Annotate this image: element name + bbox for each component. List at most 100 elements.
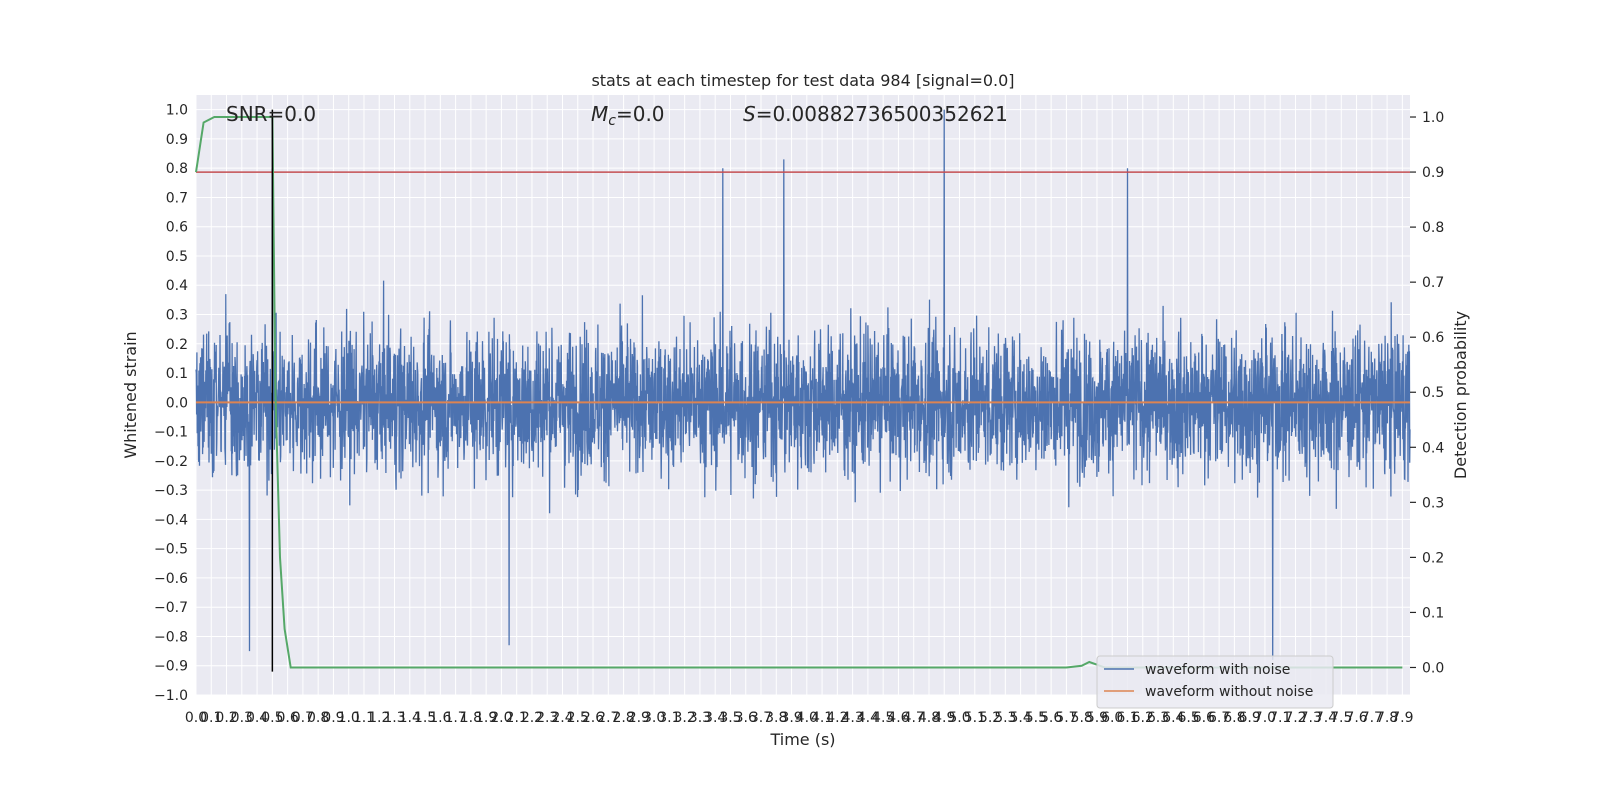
y-tick-label-2: −0.8 [154, 629, 188, 645]
y-right-tick-label-6: 0.6 [1422, 330, 1444, 346]
x-tick-label-28: 2.8 [612, 710, 634, 726]
x-tick-label-54: 5.4 [1009, 710, 1031, 726]
x-tick-label-0: 0.0 [185, 710, 207, 726]
x-tick-label-37: 3.7 [750, 710, 772, 726]
x-tick-label-78: 7.8 [1376, 710, 1398, 726]
y-tick-label-13: 0.3 [166, 308, 188, 324]
x-axis-ticks: 0.00.10.20.30.40.50.60.70.80.91.01.11.21… [185, 710, 1414, 726]
x-tick-label-33: 3.3 [689, 710, 711, 726]
y-tick-label-5: −0.5 [154, 542, 188, 558]
y-right-tick-label-5: 0.5 [1422, 385, 1444, 401]
y-right-tick-label-2: 0.2 [1422, 550, 1444, 566]
x-tick-label-72: 7.2 [1284, 710, 1306, 726]
x-tick-label-35: 3.5 [719, 710, 741, 726]
x-tick-label-75: 7.5 [1330, 710, 1352, 726]
x-tick-label-2: 0.2 [215, 710, 237, 726]
y-tick-label-14: 0.4 [166, 278, 188, 294]
y-tick-label-1: −0.9 [154, 659, 188, 675]
series-waveform-with-noise [195, 109, 1411, 660]
x-tick-label-79: 7.9 [1391, 710, 1413, 726]
x-tick-label-10: 1.0 [338, 710, 360, 726]
x-tick-label-6: 0.6 [276, 710, 298, 726]
x-tick-label-29: 2.9 [628, 710, 650, 726]
x-tick-label-20: 2.0 [490, 710, 512, 726]
x-tick-label-4: 0.4 [246, 710, 268, 726]
y-right-tick-label-0: 0.0 [1422, 660, 1444, 676]
y-right-tick-label-1: 0.1 [1422, 605, 1444, 621]
x-tick-label-24: 2.4 [551, 710, 573, 726]
y-tick-label-17: 0.7 [166, 190, 188, 206]
y-right-tick-label-8: 0.8 [1422, 220, 1444, 236]
x-tick-label-3: 0.3 [231, 710, 253, 726]
y-tick-label-19: 0.9 [166, 132, 188, 148]
y-tick-label-0: −1.0 [154, 688, 188, 704]
annotation-chirp-mass-value: =0.0 [616, 102, 665, 126]
x-tick-label-23: 2.3 [536, 710, 558, 726]
annotations: SNR=0.0 Mc=0.0 S=0.00882736500352621 [226, 102, 1008, 129]
annotation-s: S=0.00882736500352621 [743, 102, 1008, 126]
x-tick-label-14: 1.4 [399, 710, 421, 726]
y-right-tick-label-10: 1.0 [1422, 110, 1444, 126]
x-tick-label-17: 1.7 [444, 710, 466, 726]
y-axis-ticks: −1.0 −0.9 −0.8 −0.7 −0.6 −0.5 −0.4 −0.3 −0.2 −0.1… [154, 103, 188, 704]
x-tick-label-74: 7.4 [1315, 710, 1337, 726]
x-tick-label-36: 3.6 [735, 710, 757, 726]
annotation-chirp-mass-sub: c [608, 113, 616, 129]
x-tick-label-69: 6.9 [1239, 710, 1261, 726]
y-right-tick-label-3: 0.3 [1422, 495, 1444, 511]
y-tick-label-7: −0.3 [154, 483, 188, 499]
annotation-chirp-mass: Mc=0.0 [591, 102, 665, 129]
x-tick-label-71: 7.1 [1269, 710, 1291, 726]
x-tick-label-13: 1.3 [383, 710, 405, 726]
x-tick-label-19: 1.9 [475, 710, 497, 726]
y-tick-label-10: 0.0 [166, 395, 188, 411]
x-tick-label-22: 2.2 [521, 710, 543, 726]
x-tick-label-58: 5.8 [1071, 710, 1093, 726]
x-tick-label-65: 6.5 [1177, 710, 1199, 726]
x-tick-label-9: 0.9 [322, 710, 344, 726]
y-tick-label-6: −0.4 [154, 512, 188, 528]
y-right-tick-label-7: 0.7 [1422, 275, 1444, 291]
legend-label-clean: waveform without noise [1145, 684, 1313, 700]
x-tick-label-77: 7.7 [1361, 710, 1383, 726]
x-tick-label-52: 5.2 [979, 710, 1001, 726]
x-tick-label-61: 6.1 [1116, 710, 1138, 726]
x-tick-label-53: 5.3 [994, 710, 1016, 726]
x-tick-label-38: 3.8 [765, 710, 787, 726]
y-tick-label-12: 0.2 [166, 337, 188, 353]
x-tick-label-67: 6.7 [1208, 710, 1230, 726]
x-tick-label-26: 2.6 [582, 710, 604, 726]
x-tick-label-47: 4.7 [903, 710, 925, 726]
y-tick-label-3: −0.7 [154, 600, 188, 616]
y-tick-label-16: 0.6 [166, 220, 188, 236]
legend-box [1096, 655, 1334, 709]
y-right-tick-label-9: 0.9 [1422, 165, 1444, 181]
x-tick-label-43: 4.3 [841, 710, 863, 726]
y-tick-label-4: −0.6 [154, 571, 188, 587]
x-tick-label-44: 4.4 [857, 710, 879, 726]
x-tick-label-64: 6.4 [1162, 710, 1184, 726]
y-tick-label-11: 0.1 [166, 366, 188, 382]
annotation-s-value: =0.00882736500352621 [756, 102, 1008, 126]
annotation-snr: SNR=0.0 [226, 102, 316, 126]
y-axis-right-label: Detection probability [1451, 311, 1470, 479]
x-tick-label-45: 4.5 [872, 710, 894, 726]
x-tick-label-50: 5.0 [948, 710, 970, 726]
x-tick-label-60: 6.0 [1101, 710, 1123, 726]
x-tick-label-34: 3.4 [704, 710, 726, 726]
x-tick-label-76: 7.6 [1345, 710, 1367, 726]
x-tick-label-51: 5.1 [964, 710, 986, 726]
x-tick-label-70: 7.0 [1254, 710, 1276, 726]
y-axis-label: Whitened strain [121, 331, 140, 458]
x-tick-label-62: 6.2 [1132, 710, 1154, 726]
legend: waveform with noise waveform without noi… [1096, 655, 1334, 709]
x-tick-label-15: 1.5 [414, 710, 436, 726]
annotation-s-symbol: S [743, 102, 756, 126]
y-axis-right-ticks: 0.0 0.1 0.2 0.3 0.4 0.5 0.6 0.7 0.8 0.9 1.0 [1410, 110, 1444, 676]
x-tick-label-66: 6.6 [1193, 710, 1215, 726]
legend-label-noise: waveform with noise [1145, 662, 1290, 678]
x-tick-label-18: 1.8 [460, 710, 482, 726]
x-tick-label-27: 2.7 [597, 710, 619, 726]
x-tick-label-31: 3.1 [658, 710, 680, 726]
